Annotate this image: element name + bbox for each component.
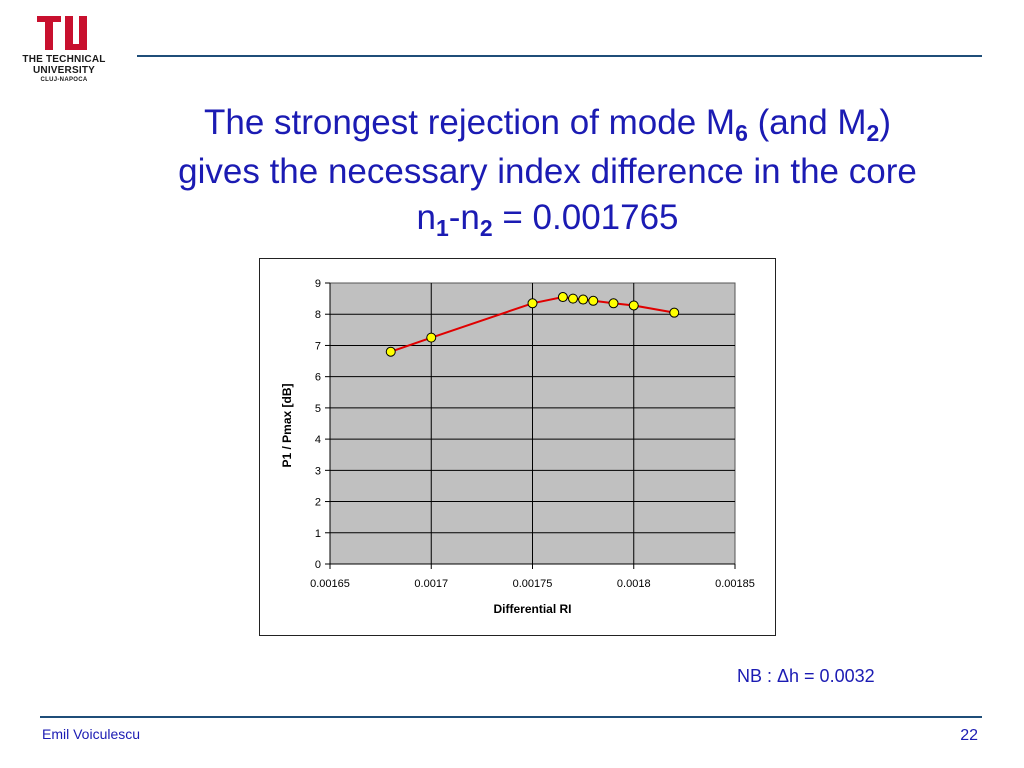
line-chart: 0 1 2 3 4 5 6 7 8 9 0.00165 0.0017 0.00175 0.0018 0.00… (280, 278, 755, 616)
data-point (568, 293, 578, 304)
title-subscript-6: 6 (735, 120, 748, 146)
y-tick-label: 4 (315, 434, 321, 446)
title-line-1-mid: (and M (747, 103, 867, 142)
y-tick-label: 9 (315, 278, 321, 290)
logo-line-2: UNIVERSITY (32, 65, 95, 76)
data-point (578, 294, 589, 305)
chart-container: 0 1 2 3 4 5 6 7 8 9 0.00165 0.0017 0.00175 0.0018 0.00… (259, 258, 776, 636)
title-line-3: n1-n2 = 0.001765 (110, 195, 985, 244)
x-axis-label: Differential RI (493, 602, 571, 616)
title-subscript-n1: 1 (435, 215, 449, 241)
y-tick-label: 0 (315, 559, 321, 571)
title-line-3-post: = 0.001765 (492, 198, 679, 237)
page-number: 22 (960, 727, 978, 744)
y-tick-label: 2 (315, 497, 321, 509)
title-subscript-2: 2 (866, 120, 880, 146)
data-point (628, 300, 639, 311)
bottom-divider (40, 716, 982, 718)
logo-line-3: CLUJ-NAPOCA (40, 77, 88, 83)
x-tick-label: 0.0017 (414, 578, 448, 590)
title-line-3-mid: -n (448, 198, 480, 237)
title-line-2: gives the necessary index difference in … (178, 152, 917, 191)
y-tick-label: 1 (315, 528, 321, 540)
y-tick-label: 5 (315, 403, 321, 415)
university-emblem-icon (37, 16, 87, 50)
title-line-1-pre: The strongest rejection of mode M (204, 103, 736, 142)
note-text: NB : Δh = 0.0032 (737, 666, 875, 686)
data-point (426, 332, 437, 343)
footer-author: Emil Voiculescu (42, 726, 141, 742)
y-tick-label: 8 (315, 309, 321, 321)
x-tick-label: 0.0018 (617, 578, 651, 590)
title-line-1: The strongest rejection of mode M6 (and … (110, 100, 985, 149)
x-tick-label: 0.00185 (715, 578, 755, 590)
title-line-1-post: ) (879, 103, 891, 142)
y-tick-label: 3 (315, 465, 321, 477)
data-point (527, 298, 538, 309)
y-axis-label: P1 / Pmax [dB] (280, 383, 294, 467)
slide-title: The strongest rejection of mode M6 (and … (110, 100, 985, 244)
y-tick-label: 7 (315, 340, 321, 352)
top-divider (137, 55, 982, 57)
title-line-3-pre: n (416, 198, 436, 237)
logo-line-1: THE TECHNICAL (22, 54, 106, 65)
series-line (390, 296, 675, 353)
x-tick-label: 0.00175 (513, 578, 553, 590)
y-tick-label: 6 (315, 372, 321, 384)
title-subscript-n2: 2 (479, 215, 493, 241)
data-point (608, 298, 619, 309)
data-point (669, 307, 680, 318)
x-tick-label: 0.00165 (310, 578, 350, 590)
university-logo: THE TECHNICAL UNIVERSITY CLUJ-NAPOCA (14, 14, 114, 85)
data-point (385, 346, 396, 357)
data-point (557, 292, 568, 303)
data-point (588, 295, 599, 306)
